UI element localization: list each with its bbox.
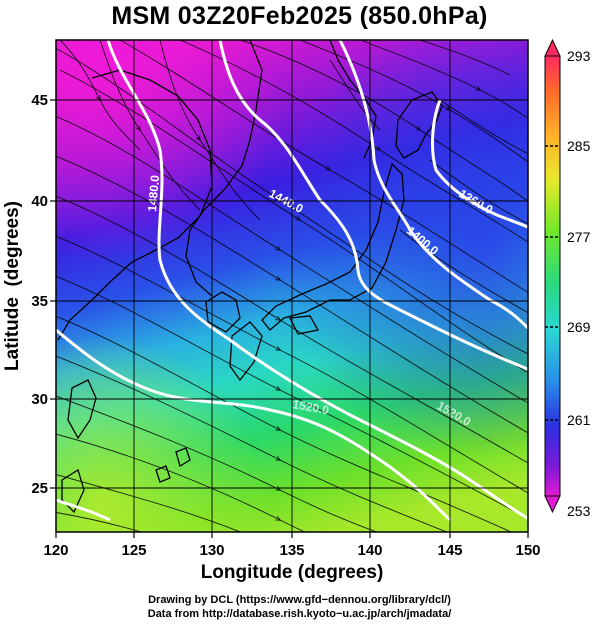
contour-label-1480: 1480.0 [145,174,162,212]
y-tick-45: 45 [31,92,48,109]
colorbar-tick-285: 285 [567,138,591,154]
colorbar-tick-293: 293 [567,48,591,64]
y-axis-label: Latitude (degrees) [2,201,23,371]
x-tick-150: 150 [515,542,540,559]
colorbar-tick-269: 269 [567,319,591,335]
x-axis [55,532,529,538]
x-tick-145: 145 [437,542,462,559]
y-tick-30: 30 [31,391,48,408]
x-tick-120: 120 [43,542,68,559]
colorbar-tick-277: 277 [567,229,591,245]
x-tick-125: 125 [121,542,146,559]
colorbar: 293 285 277 269 261 253 [544,38,591,519]
height-contours [56,40,528,522]
colorbar-top-arrow-icon [544,38,561,57]
colorbar-tick-253: 253 [567,503,591,519]
credit-drawing: Drawing by DCL (https://www.gfd−dennou.o… [148,594,451,606]
credit-data: Data from http://database.rish.kyoto−u.a… [147,608,452,620]
contour-label-1520-a: 1520.0 [291,397,330,417]
x-tick-130: 130 [199,542,224,559]
x-axis-label: Longitude (degrees) [201,562,384,583]
figure-title: MSM 03Z20Feb2025 (850.0hPa) [111,2,488,30]
coastlines [57,40,443,514]
x-tick-140: 140 [357,542,382,559]
y-tick-40: 40 [31,193,48,210]
y-tick-25: 25 [31,480,48,497]
y-axis [50,99,56,489]
graticule [56,40,528,532]
colorbar-gradient [544,55,561,497]
colorbar-bottom-arrow-icon [544,495,561,514]
x-tick-135: 135 [279,542,304,559]
colorbar-tick-261: 261 [567,412,591,428]
plot-area: 1480.0 1440.0 1400.0 1360.0 1520.0 1520.… [56,40,528,532]
y-tick-35: 35 [31,293,48,310]
